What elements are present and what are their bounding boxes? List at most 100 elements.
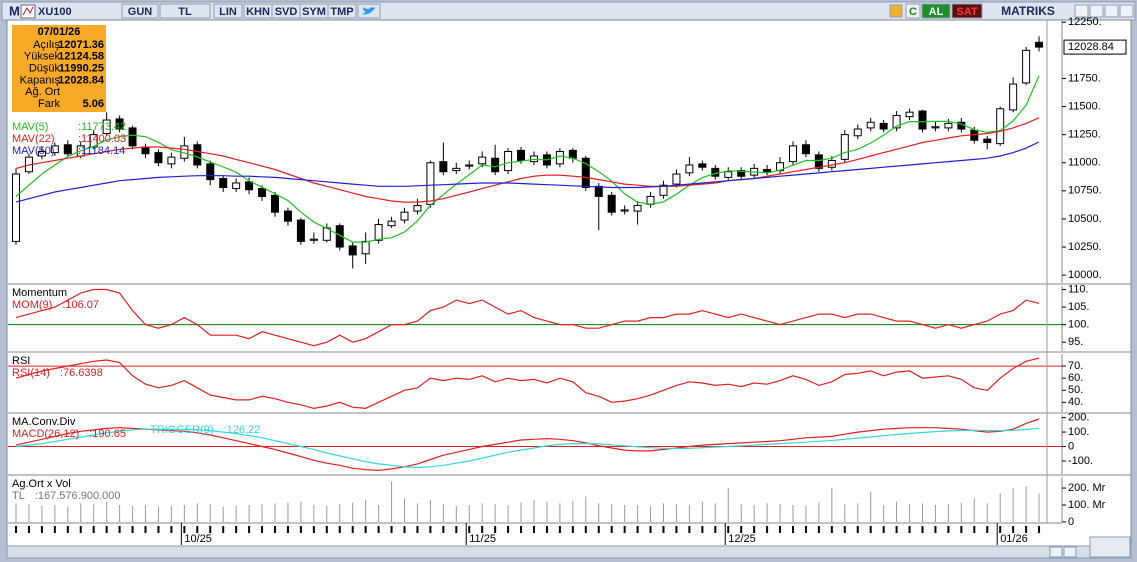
candle-body (737, 170, 746, 177)
candle-body (154, 152, 163, 164)
legend-name: MACD(26,12) (12, 428, 79, 440)
legend-name: MAV(5) (12, 121, 48, 133)
scrollbar[interactable] (6, 545, 1132, 559)
candle-body (711, 167, 720, 177)
y-tick-label: 100. (1068, 426, 1089, 438)
candle-body (348, 245, 357, 256)
toolbar-action-label[interactable]: SAT (956, 6, 977, 18)
toolbar-button-label[interactable]: TL (178, 6, 192, 18)
legend-value: :76.6398 (60, 367, 103, 379)
candle-body (983, 138, 992, 144)
candle-body (37, 151, 46, 157)
candle-body (12, 173, 20, 242)
symbol-icon-glyph (22, 6, 34, 16)
y-tick-label: 40. (1068, 396, 1083, 408)
series-line (15, 427, 1040, 469)
y-tick-label: 50. (1068, 384, 1083, 396)
info-label: Kapanış (20, 74, 61, 86)
candle-body (258, 188, 267, 197)
candle-body (245, 181, 254, 191)
settings-button[interactable] (1089, 536, 1131, 558)
candle-body (271, 194, 279, 213)
legend-value: :11773.42 (78, 121, 126, 133)
candle-body (840, 134, 849, 160)
last-price-box (1063, 39, 1127, 55)
close-button[interactable] (1119, 4, 1134, 18)
candle-body (465, 164, 474, 167)
y-tick-label: 12250. (1068, 16, 1102, 28)
series-line (15, 357, 1040, 410)
symbol[interactable]: XU100 (38, 6, 72, 18)
series-line (15, 141, 1040, 203)
toolbar-button[interactable] (159, 3, 211, 19)
y-tick-label: 200. (1068, 412, 1089, 424)
candle-body (400, 211, 409, 221)
candle-body (581, 157, 590, 188)
legend-value: :167.576.900.000 (35, 490, 121, 502)
toolbar-action[interactable] (921, 3, 951, 19)
candle-body (918, 110, 927, 130)
candle-body (426, 162, 435, 205)
info-date: 07/01/26 (38, 26, 81, 38)
toolbar-button-label[interactable]: LIN (219, 6, 237, 18)
toolbar-action-label[interactable]: C (909, 6, 917, 18)
info-value: 12071.36 (58, 39, 104, 51)
y-tick-label: 95. (1068, 336, 1083, 348)
toolbar-action[interactable] (951, 3, 983, 19)
x-tick-label: 10/25 (184, 533, 212, 545)
candle-body (63, 144, 72, 155)
y-tick-label: 100. Mr (1068, 499, 1106, 511)
legend-name: TL (12, 490, 25, 502)
minimize-button[interactable] (1074, 4, 1089, 18)
edit-button[interactable] (889, 4, 903, 18)
toolbar-buttons: GUN TL LIN KHN SVD SYM TMP (121, 3, 357, 19)
scroll-left[interactable] (1049, 546, 1063, 558)
info-value: 5.06 (83, 98, 104, 110)
candle-body (555, 151, 564, 165)
info-label: Yüksek (24, 51, 61, 63)
candle-body (478, 156, 487, 165)
candle-body (206, 163, 215, 181)
restore-button[interactable] (1089, 4, 1104, 18)
brand: MATRIKS (1001, 4, 1055, 18)
toolbar-button[interactable] (327, 3, 357, 19)
toolbar-action[interactable] (905, 3, 921, 19)
panel-title: MA.Conv.Div (12, 416, 76, 428)
candle-body (568, 149, 577, 159)
candle-body (905, 111, 914, 118)
candle-body (504, 151, 513, 172)
candle-body (89, 134, 98, 148)
toolbar-button-label[interactable]: SYM (302, 6, 326, 18)
x-tick-label: 11/25 (469, 533, 496, 545)
maximize-button[interactable] (1104, 4, 1119, 18)
candle-body (672, 173, 681, 185)
scroll-right[interactable] (1063, 546, 1077, 558)
info-label: Düşük (29, 63, 61, 75)
toolbar-button[interactable] (121, 3, 159, 19)
toolbar-right: C AL SAT (905, 3, 983, 19)
candle-body (361, 240, 370, 255)
candle-body (698, 163, 707, 168)
candle-body (685, 164, 694, 174)
panel-title: RSI (12, 355, 30, 367)
series-line (15, 288, 1040, 347)
y-tick-label: 11250. (1068, 129, 1101, 141)
toolbar-button-label[interactable]: KHN (246, 6, 270, 18)
toolbar-button-label[interactable]: SVD (275, 6, 298, 18)
legend-value: :11400.03 (78, 133, 126, 145)
legend-name: RSI(14) (12, 367, 50, 379)
toolbar-action-label[interactable]: AL (929, 6, 944, 18)
info-label: Ağ. Ort (25, 86, 60, 98)
legend-name: MOM(9) (12, 299, 52, 311)
toolbar-button[interactable] (213, 3, 243, 19)
logo: M (9, 3, 20, 18)
toolbar-button-label[interactable]: TMP (330, 6, 353, 18)
y-tick-label: 200. Mr (1068, 482, 1106, 494)
info-label: Fark (38, 98, 61, 110)
toolbar-button-label[interactable]: GUN (128, 6, 153, 18)
info-value: 12028.84 (58, 74, 105, 86)
symbol-icon[interactable] (20, 4, 36, 19)
candle-body (827, 159, 836, 168)
candle-body (931, 126, 940, 129)
